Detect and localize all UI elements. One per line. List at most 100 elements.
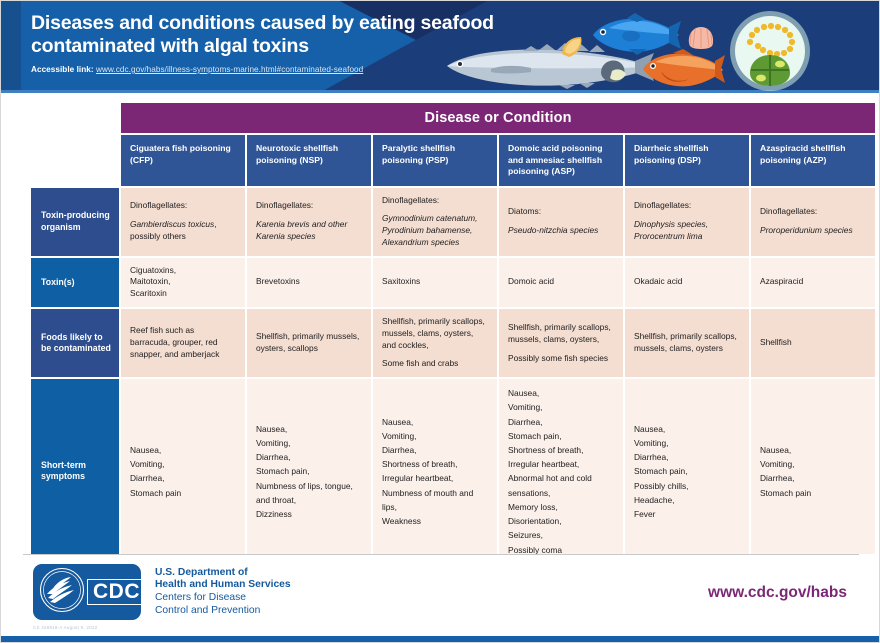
- cell-line: Vomiting,: [382, 430, 417, 441]
- table-row: Foods likely to be contaminated Reef fish…: [31, 309, 876, 378]
- cell-line: Shortness of breath,: [508, 445, 584, 456]
- cell-line: Shellfish, primarily scallops, mussels, …: [382, 316, 485, 350]
- cell-r4-c5: Nausea, Vomiting, Diarrhea, Stomach pain, Po…: [625, 379, 749, 564]
- cell-line: Possibly some fish species: [508, 352, 609, 363]
- cell-line: Memory loss,: [508, 501, 558, 512]
- cell-r3-c1: Reef fish such as barracuda, grouper, re…: [121, 309, 245, 378]
- cell-line: Possibly chills,: [634, 480, 689, 491]
- hhs-seal-icon: [39, 567, 85, 618]
- agency-name-block: U.S. Department of Health and Human Serv…: [155, 567, 291, 617]
- cell-r4-c1: Nausea, Vomiting, Diarrhea, Stomach pain: [121, 379, 245, 564]
- cell-line: Dinoflagellates:: [760, 206, 818, 217]
- cell-line: Irregular heartbeat,: [508, 459, 580, 470]
- cell-line: Dinophysis species,: [634, 219, 709, 230]
- column-header-5: Diarrheic shellfish poisoning (DSP): [625, 135, 749, 186]
- row-label-4: Short-term symptoms: [31, 379, 119, 564]
- cell-line: Disorientation,: [508, 516, 562, 527]
- cell-line: Some fish and crabs: [382, 358, 459, 369]
- cell-line: Okadaic acid: [634, 276, 683, 287]
- cell-line: Nausea,: [508, 388, 540, 399]
- mackerel-fish-icon: [439, 41, 654, 89]
- cell-r2-c6: Azaspiracid: [751, 257, 876, 308]
- cell-line: Diarrhea,: [634, 452, 669, 463]
- cell-line: Stomach pain,: [256, 466, 310, 477]
- cell-line: Gymnodinium catenatum,: [382, 213, 478, 224]
- cell-line: Stomach pain: [130, 487, 182, 498]
- cell-line: Diarrhea,: [256, 452, 291, 463]
- table-row: Toxin-producing organism Dinoflagellates:…: [31, 187, 876, 256]
- cell-line: Nausea,: [130, 445, 162, 456]
- accessible-link-url[interactable]: www.cdc.gov/habs/illness-symptoms-marine…: [96, 65, 364, 74]
- cell-line: Azaspiracid: [760, 276, 804, 287]
- cell-line: Nausea,: [634, 423, 666, 434]
- cell-r2-c5: Okadaic acid: [625, 257, 749, 308]
- cell-line: Domoic acid: [508, 276, 555, 287]
- column-header-row: Ciguatera fish poisoning (CFP) Neurotoxic…: [31, 135, 876, 186]
- cell-line: Diarrhea,: [760, 473, 795, 484]
- cell-r2-c3: Saxitoxins: [373, 257, 497, 308]
- agency-line-4: Control and Prevention: [155, 604, 261, 616]
- scallop-shell-icon: [687, 25, 715, 50]
- column-header-2: Neurotoxic shellfish poisoning (NSP): [247, 135, 371, 186]
- cell-line: Numbness of mouth and lips,: [382, 487, 474, 512]
- page-header: Diseases and conditions caused by eating…: [1, 1, 879, 93]
- cdc-logo-badge: CDC: [33, 564, 146, 620]
- cell-line: Irregular heartbeat,: [382, 473, 454, 484]
- accessible-link-label: Accessible link:: [31, 65, 94, 74]
- column-header-4: Domoic acid poisoning and amnesiac shell…: [499, 135, 623, 186]
- header-left-stripe: [1, 1, 21, 93]
- orange-snapper-icon: [639, 49, 725, 89]
- cell-r1-c2: Dinoflagellates: Karenia brevis and other…: [247, 187, 371, 256]
- cell-line: Diarrhea,: [382, 445, 417, 456]
- cell-r4-c3: Nausea, Vomiting, Diarrhea, Shortness of br…: [373, 379, 497, 564]
- cell-r3-c6: Shellfish: [751, 309, 876, 378]
- cell-r4-c4: Nausea, Vomiting, Diarrhea, Stomach pain, Sh…: [499, 379, 623, 564]
- mussel-shell-icon: [559, 35, 585, 59]
- footer-url[interactable]: www.cdc.gov/habs: [708, 584, 847, 601]
- cdc-wordmark: CDC: [87, 579, 146, 605]
- cell-line: Dinoflagellates:: [256, 200, 314, 211]
- column-header-6: Azaspiracid shellfish poisoning (AZP): [751, 135, 876, 186]
- cell-line: Gambierdiscus toxicus, possibly others: [130, 219, 217, 241]
- cell-line: Prorocentrum lima: [634, 230, 703, 241]
- clam-shell-icon: [599, 59, 629, 85]
- cell-line: Maitotoxin,: [130, 276, 171, 287]
- cell-line: Proroperidunium species: [760, 225, 853, 236]
- table-row: Short-term symptoms Nausea, Vomiting, Diarr…: [31, 379, 876, 564]
- cell-line: Alexandrium species: [382, 236, 460, 247]
- cell-line: Vomiting,: [634, 437, 669, 448]
- banner-row: Disease or Condition: [31, 103, 876, 133]
- cell-r2-c1: Ciguatoxins, Maitotoxin, Scaritoxin: [121, 257, 245, 308]
- cell-line: Stomach pain,: [634, 466, 688, 477]
- column-header-1: Ciguatera fish poisoning (CFP): [121, 135, 245, 186]
- header-text-block: Diseases and conditions caused by eating…: [31, 12, 571, 74]
- cell-line: Ciguatoxins,: [130, 264, 177, 275]
- cell-line: Vomiting,: [508, 402, 543, 413]
- cell-r4-c2: Nausea, Vomiting, Diarrhea, Stomach pain, Nu…: [247, 379, 371, 564]
- cell-r2-c4: Domoic acid: [499, 257, 623, 308]
- publication-number: CS 328918-A August 9, 2022: [33, 625, 98, 630]
- cell-line: Shellfish, primarily scallops, mussels, …: [634, 331, 737, 354]
- cell-r1-c5: Dinoflagellates: Dinophysis species, Proro…: [625, 187, 749, 256]
- algae-cell-diatom-icon: [728, 9, 812, 93]
- page-footer: CDC U.S. Department of Health and Human …: [1, 554, 879, 642]
- cell-line: Shellfish: [760, 337, 792, 348]
- cell-r1-c6: Dinoflagellates: Proroperidunium species: [751, 187, 876, 256]
- table-banner: Disease or Condition: [121, 103, 876, 133]
- cell-r2-c2: Brevetoxins: [247, 257, 371, 308]
- agency-line-3: Centers for Disease: [155, 592, 246, 603]
- cell-line: Weakness: [382, 516, 421, 527]
- corner-spacer: [31, 135, 119, 186]
- row-label-2: Toxin(s): [31, 257, 119, 308]
- cell-line: Shellfish, primarily mussels, oysters, s…: [256, 331, 360, 354]
- cell-r3-c3: Shellfish, primarily scallops, mussels, …: [373, 309, 497, 378]
- cell-line: Numbness of lips, tongue, and throat,: [256, 480, 353, 505]
- cell-line: Headache,: [634, 494, 675, 505]
- banner-spacer: [31, 103, 119, 133]
- cell-line: Stomach pain,: [508, 430, 562, 441]
- cell-line: Abnormal hot and cold sensations,: [508, 473, 592, 498]
- cell-line: Dinoflagellates:: [634, 200, 692, 211]
- cell-r3-c4: Shellfish, primarily scallops, mussels, …: [499, 309, 623, 378]
- cell-r3-c2: Shellfish, primarily mussels, oysters, s…: [247, 309, 371, 378]
